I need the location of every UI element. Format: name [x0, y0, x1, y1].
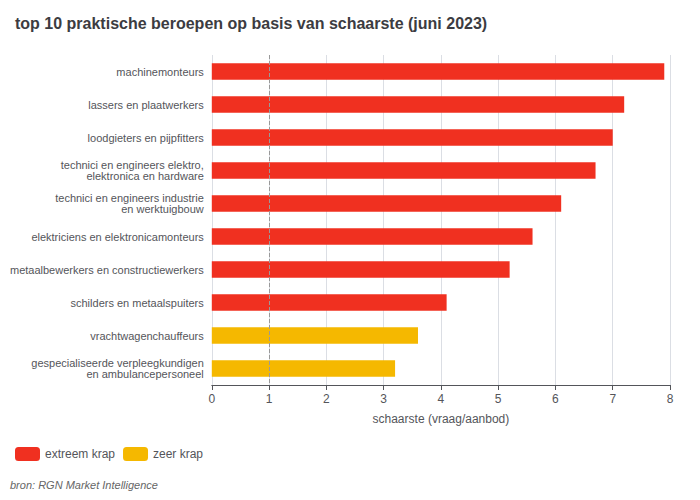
svg-text:top 10 praktische beroepen op: top 10 praktische beroepen op basis van … [15, 15, 487, 32]
svg-text:technici en engineers industri: technici en engineers industrie [55, 192, 204, 204]
svg-text:4: 4 [438, 392, 445, 406]
svg-text:technici en engineers elektro,: technici en engineers elektro, [60, 159, 204, 171]
svg-text:en ambulancepersoneel: en ambulancepersoneel [86, 368, 203, 380]
svg-text:elektriciens en elektronicamon: elektriciens en elektronicamonteurs [31, 231, 204, 243]
svg-text:elektronica en hardware: elektronica en hardware [86, 170, 203, 182]
svg-text:bron: RGN Market Intelligence: bron: RGN Market Intelligence [10, 479, 158, 491]
svg-text:extreem krap: extreem krap [45, 447, 115, 461]
svg-text:gespecialiseerde verpleegkundi: gespecialiseerde verpleegkundigen [31, 357, 204, 369]
svg-text:metaalbewerkers en constructie: metaalbewerkers en constructiewerkers [10, 264, 204, 276]
svg-text:en werktuigbouw: en werktuigbouw [121, 203, 204, 215]
svg-text:6: 6 [552, 392, 559, 406]
svg-text:zeer krap: zeer krap [153, 447, 203, 461]
svg-text:0: 0 [208, 392, 215, 406]
svg-text:1: 1 [266, 392, 273, 406]
svg-text:loodgieters en pijpfitters: loodgieters en pijpfitters [88, 132, 205, 144]
svg-text:8: 8 [667, 392, 674, 406]
svg-text:5: 5 [495, 392, 502, 406]
svg-text:schaarste (vraag/aanbod): schaarste (vraag/aanbod) [373, 412, 510, 426]
svg-text:7: 7 [609, 392, 616, 406]
svg-text:2: 2 [323, 392, 330, 406]
svg-text:machinemonteurs: machinemonteurs [116, 66, 204, 78]
svg-text:3: 3 [380, 392, 387, 406]
svg-text:vrachtwagenchauffeurs: vrachtwagenchauffeurs [90, 330, 204, 342]
svg-text:schilders en metaalspuiters: schilders en metaalspuiters [71, 297, 205, 309]
svg-text:lassers en plaatwerkers: lassers en plaatwerkers [88, 99, 204, 111]
